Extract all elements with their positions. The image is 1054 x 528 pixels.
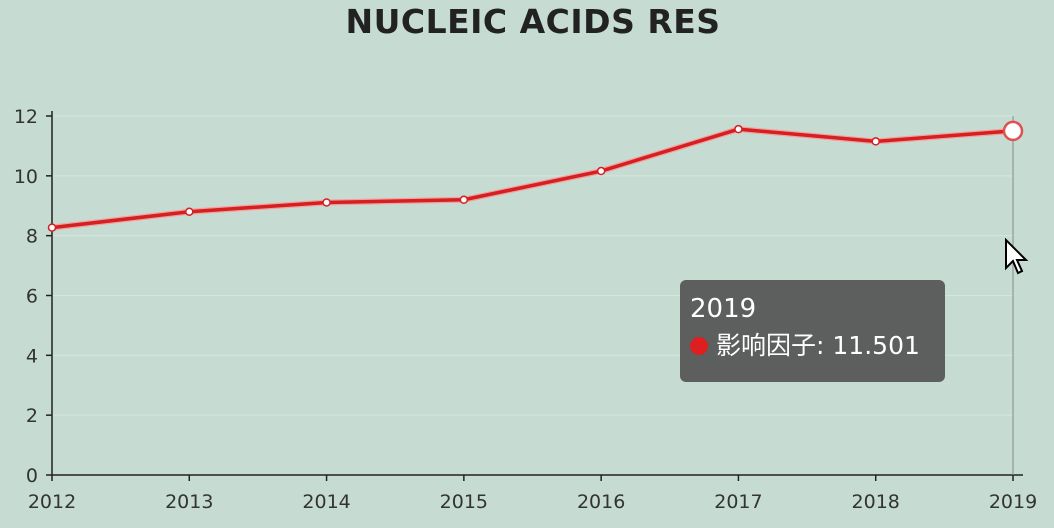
tooltip-series-name: 影响因子	[716, 331, 817, 360]
tooltip: 2019 影响因子: 11.501	[680, 280, 945, 382]
x-tick-label: 2016	[577, 491, 625, 513]
series-marker-icon	[690, 337, 708, 355]
chart-title: NUCLEIC ACIDS RES	[345, 2, 721, 41]
x-tick-label: 2015	[440, 491, 488, 513]
tooltip-separator: :	[816, 331, 825, 360]
y-tick-label: 12	[14, 106, 38, 128]
tooltip-value: 11.501	[832, 331, 920, 360]
y-tick-label: 2	[26, 405, 38, 427]
mouse-cursor-icon	[1005, 238, 1029, 275]
tooltip-title: 2019	[690, 294, 757, 324]
data-point	[871, 137, 880, 146]
x-tick-label: 2019	[989, 491, 1037, 513]
y-tick-label: 6	[26, 286, 38, 308]
data-point	[322, 198, 331, 207]
y-tick-label: 10	[14, 166, 38, 188]
series-line	[51, 127, 1014, 230]
x-tick-label: 2012	[28, 491, 76, 513]
x-tick-label: 2014	[302, 491, 350, 513]
data-point	[1002, 120, 1024, 142]
x-tick-label: 2017	[714, 491, 762, 513]
data-point	[596, 166, 606, 176]
x-tick-label: 2018	[852, 491, 900, 513]
data-point	[734, 124, 743, 134]
data-point	[185, 207, 194, 216]
y-tick-label: 4	[26, 345, 38, 367]
x-tick-label: 2013	[165, 491, 213, 513]
y-tick-label: 8	[26, 226, 38, 248]
data-point	[459, 195, 469, 205]
tooltip-row: 影响因子: 11.501	[690, 326, 935, 366]
y-tick-label: 0	[26, 465, 38, 487]
data-point	[47, 223, 57, 232]
